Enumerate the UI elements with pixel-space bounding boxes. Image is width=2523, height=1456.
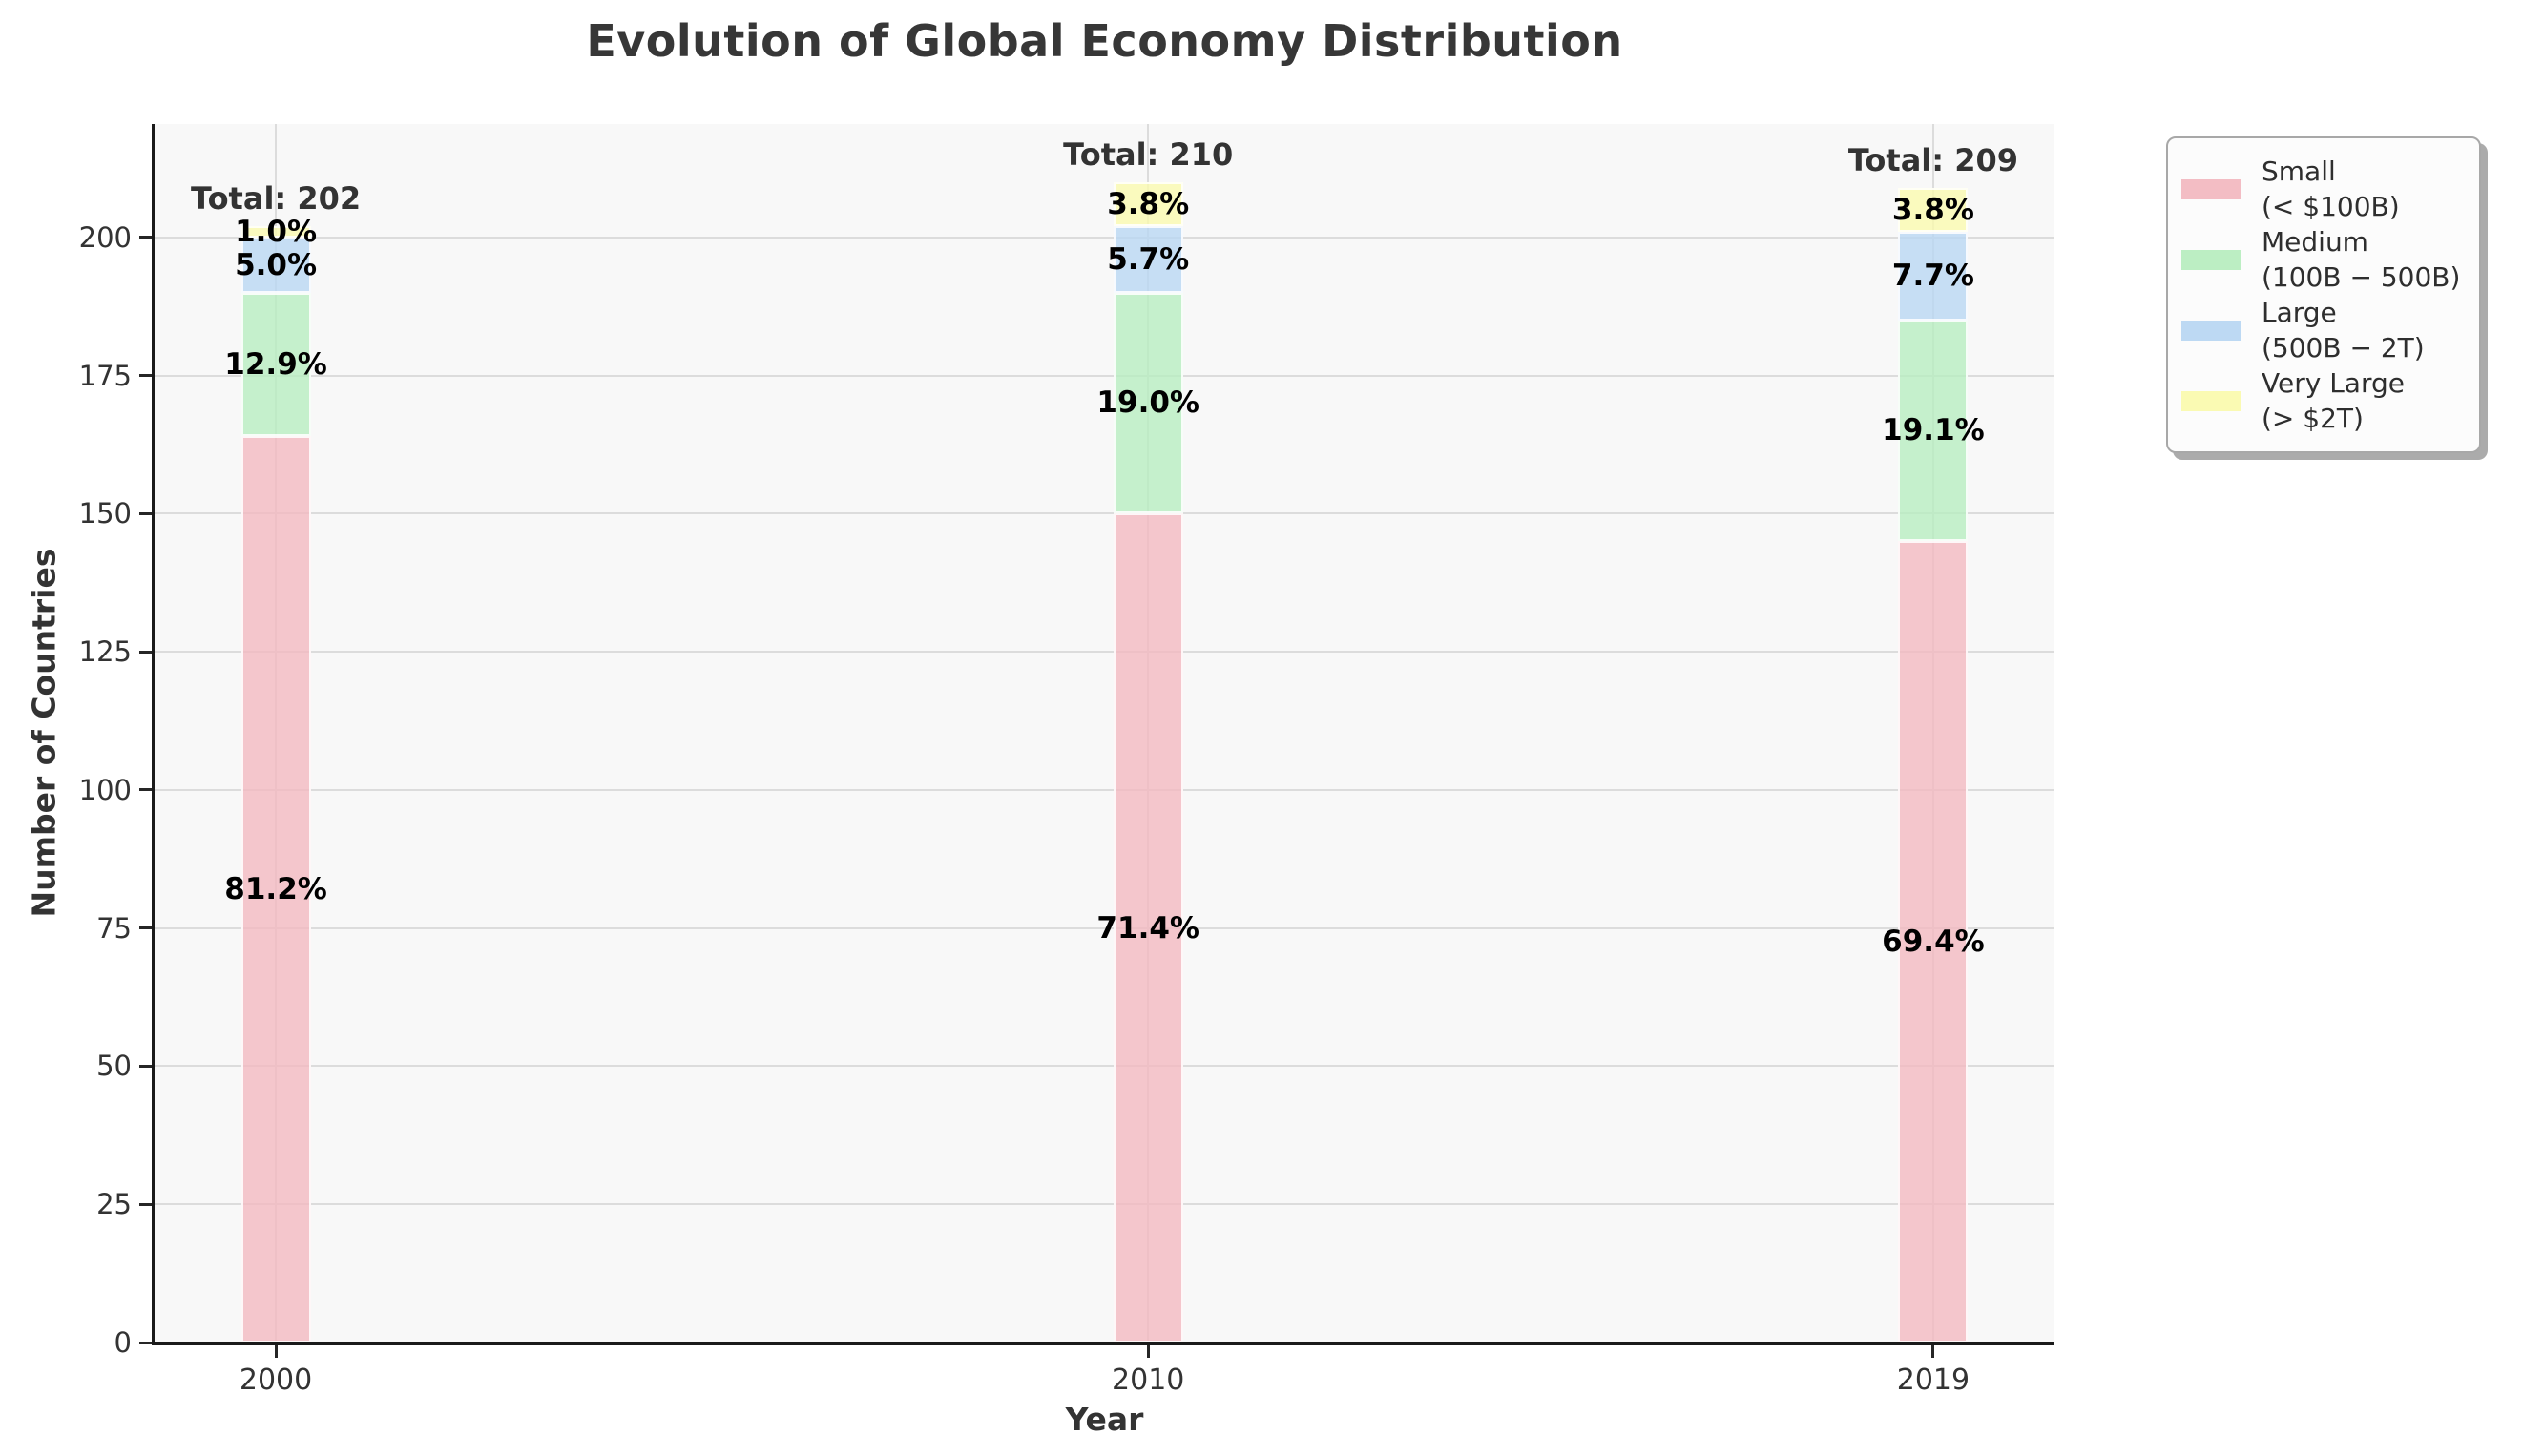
- total-label: Total: 209: [1847, 141, 2018, 178]
- bar-segment-medium: [240, 292, 311, 437]
- x-tick-label: 2010: [1112, 1363, 1185, 1397]
- legend-series-name: Large: [2262, 297, 2337, 328]
- y-tick-mark: [139, 1064, 152, 1068]
- bar-segment-very-large: [1898, 187, 1969, 232]
- legend-swatch-icon: [2181, 249, 2241, 270]
- percent-label: 12.9%: [224, 346, 327, 382]
- legend-label: Small (< $100B): [2262, 154, 2400, 224]
- y-tick-label: 25: [96, 1188, 132, 1221]
- y-tick-label: 75: [96, 911, 132, 945]
- legend-label: Large (500B − 2T): [2262, 295, 2425, 365]
- bar-segment-small: [240, 436, 311, 1342]
- legend-label: Medium (100B − 500B): [2262, 224, 2460, 295]
- y-tick-label: 150: [78, 497, 132, 530]
- y-tick-mark: [139, 788, 152, 792]
- legend-series-name: Very Large: [2262, 367, 2405, 399]
- y-tick-mark: [139, 511, 152, 515]
- gridline-horizontal: [155, 236, 2054, 239]
- gridline-horizontal: [155, 651, 2054, 654]
- percent-label: 3.8%: [1107, 186, 1190, 221]
- legend: Small (< $100B) Medium (100B − 500B) Large (5…: [2166, 136, 2481, 453]
- gridline-horizontal: [155, 926, 2054, 929]
- y-axis-spine: [152, 124, 155, 1345]
- x-tick-label: 2000: [239, 1363, 313, 1397]
- percent-label: 19.0%: [1096, 385, 1199, 421]
- y-tick-mark: [139, 926, 152, 930]
- legend-label: Very Large (> $2T): [2262, 365, 2405, 436]
- percent-label: 5.7%: [1107, 241, 1190, 277]
- plot-area: [155, 124, 2054, 1342]
- y-tick-label: 200: [78, 220, 132, 254]
- total-label: Total: 202: [190, 180, 362, 218]
- x-axis-spine: [152, 1342, 2054, 1345]
- percent-label: 19.1%: [1882, 413, 1985, 448]
- y-tick-label: 100: [78, 773, 132, 806]
- gridline-horizontal: [155, 788, 2054, 791]
- y-tick-mark: [139, 374, 152, 377]
- gridline-horizontal: [155, 512, 2054, 515]
- legend-item-very-large: Very Large (> $2T): [2181, 365, 2466, 436]
- bar-segment-large: [1113, 226, 1183, 293]
- gridline-horizontal: [155, 1065, 2054, 1068]
- bar-segment-small: [1898, 541, 1969, 1342]
- bar-segment-very-large: [240, 226, 311, 238]
- y-tick-mark: [139, 1341, 152, 1344]
- x-tick-label: 2019: [1896, 1363, 1970, 1397]
- bar-segment-large: [1898, 231, 1969, 321]
- y-tick-mark: [139, 236, 152, 239]
- chart-title: Evolution of Global Economy Distribution: [586, 15, 1623, 67]
- legend-swatch-icon: [2181, 178, 2241, 199]
- bar-segment-very-large: [1113, 181, 1183, 227]
- bar-segment-small: [1113, 513, 1183, 1342]
- legend-series-range: (< $100B): [2262, 191, 2400, 222]
- x-tick-mark: [274, 1345, 278, 1358]
- gridline-horizontal: [155, 1203, 2054, 1206]
- legend-series-name: Small: [2262, 156, 2336, 187]
- percent-label: 5.0%: [235, 247, 318, 282]
- legend-series-range: (500B − 2T): [2262, 332, 2425, 364]
- legend-series-range: (> $2T): [2262, 403, 2364, 434]
- percent-label: 1.0%: [235, 214, 318, 249]
- bar-segment-large: [240, 237, 311, 293]
- total-label: Total: 210: [1063, 135, 1234, 173]
- x-tick-mark: [1146, 1345, 1150, 1358]
- x-axis-label: Year: [1065, 1401, 1144, 1438]
- y-tick-label: 125: [78, 635, 132, 669]
- legend-item-large: Large (500B − 2T): [2181, 295, 2466, 365]
- bar-segment-medium: [1113, 292, 1183, 514]
- y-tick-mark: [139, 1202, 152, 1206]
- legend-item-medium: Medium (100B − 500B): [2181, 224, 2466, 295]
- y-tick-label: 175: [78, 359, 132, 392]
- percent-label: 7.7%: [1891, 259, 1974, 294]
- percent-label: 69.4%: [1882, 925, 1985, 960]
- x-tick-mark: [1931, 1345, 1935, 1358]
- percent-label: 3.8%: [1891, 192, 1974, 227]
- bar-segment-medium: [1898, 320, 1969, 542]
- legend-series-name: Medium: [2262, 226, 2368, 258]
- gridline-horizontal: [155, 374, 2054, 377]
- percent-label: 71.4%: [1096, 910, 1199, 946]
- legend-swatch-icon: [2181, 320, 2241, 341]
- y-tick-mark: [139, 650, 152, 654]
- y-tick-label: 0: [114, 1326, 132, 1359]
- legend-series-range: (100B − 500B): [2262, 261, 2461, 293]
- y-axis-label: Number of Countries: [25, 548, 63, 918]
- percent-label: 81.2%: [224, 872, 327, 907]
- legend-swatch-icon: [2181, 390, 2241, 411]
- legend-item-small: Small (< $100B): [2181, 154, 2466, 224]
- y-tick-label: 50: [96, 1050, 132, 1083]
